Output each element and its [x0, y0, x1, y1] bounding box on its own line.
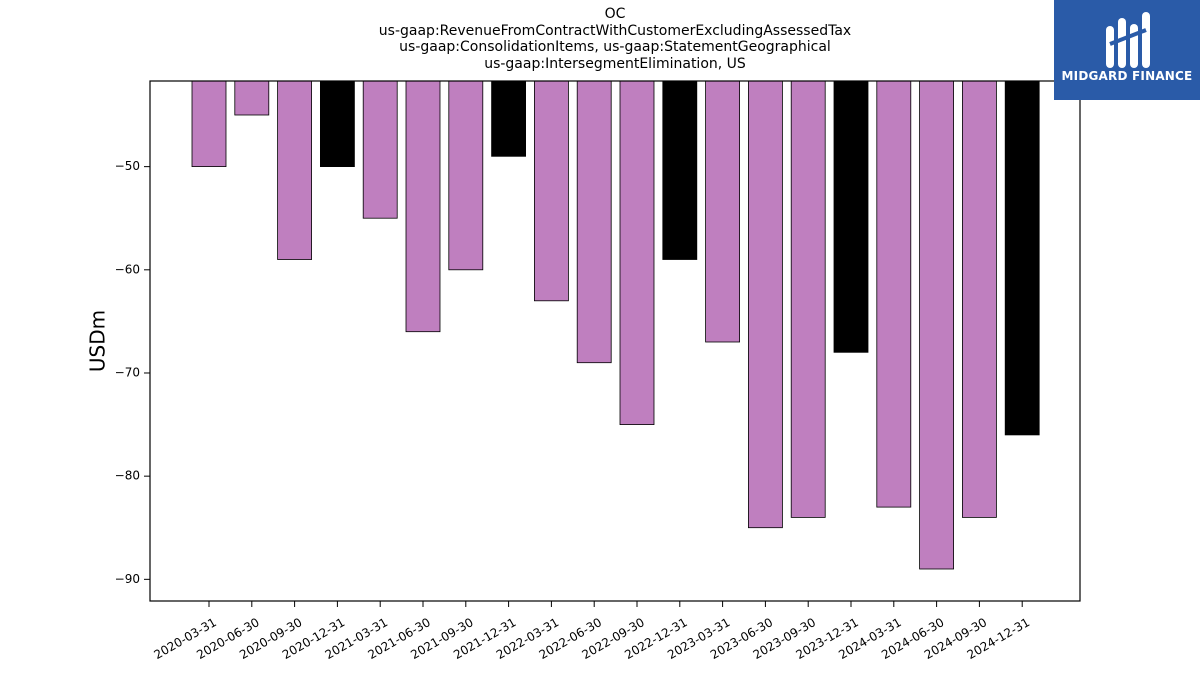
bar-2021-12-31 — [491, 80, 527, 157]
bar-2024-03-31 — [876, 80, 912, 508]
title-line-2: us-gaap:RevenueFromContractWithCustomerE… — [378, 22, 852, 39]
chart-title: OC us-gaap:RevenueFromContractWithCustom… — [150, 6, 1080, 72]
bar-2022-03-31 — [534, 80, 569, 302]
bar-2021-09-30 — [448, 80, 484, 271]
bar-2022-12-31 — [662, 80, 698, 260]
bar-2024-09-30 — [962, 80, 997, 518]
midgard-finance-logo: MIDGARD FINANCE — [1054, 0, 1200, 100]
bar-2021-06-30 — [405, 80, 441, 333]
title-line-4: us-gaap:IntersegmentElimination, US — [484, 55, 746, 72]
bar-2024-06-30 — [919, 80, 954, 570]
y-axis: −50 −60 −70 −80 −90 — [115, 159, 150, 586]
bar-2023-06-30 — [748, 80, 783, 529]
logo-text: MIDGARD FINANCE — [1061, 69, 1193, 83]
bar-2022-09-30 — [619, 80, 655, 426]
x-axis: 2020-03-312020-06-302020-09-302020-12-31… — [151, 601, 1032, 662]
bars-group — [191, 80, 1040, 570]
bar-2023-03-31 — [705, 80, 740, 343]
bar-2023-09-30 — [790, 80, 826, 518]
bar-2020-09-30 — [277, 80, 313, 260]
bar-2020-03-31 — [191, 80, 227, 167]
title-line-3: us-gaap:ConsolidationItems, us-gaap:Stat… — [399, 39, 831, 55]
title-line-1: OC — [604, 6, 626, 22]
y-tick-label: −80 — [115, 469, 140, 483]
bar-2024-12-31 — [1004, 80, 1040, 436]
bar-2021-03-31 — [362, 80, 398, 219]
y-tick-label: −60 — [115, 262, 140, 276]
bar-2023-12-31 — [833, 80, 869, 353]
bar-2020-12-31 — [319, 80, 355, 167]
y-tick-label: −50 — [115, 159, 140, 173]
y-axis-label: USDm — [86, 310, 110, 372]
y-tick-label: −70 — [115, 365, 140, 379]
bar-2020-06-30 — [234, 80, 270, 116]
bar-2022-06-30 — [576, 80, 612, 364]
plot-frame — [149, 80, 1081, 602]
logo-mark-icon — [1106, 12, 1150, 68]
y-tick-label: −90 — [115, 572, 140, 586]
